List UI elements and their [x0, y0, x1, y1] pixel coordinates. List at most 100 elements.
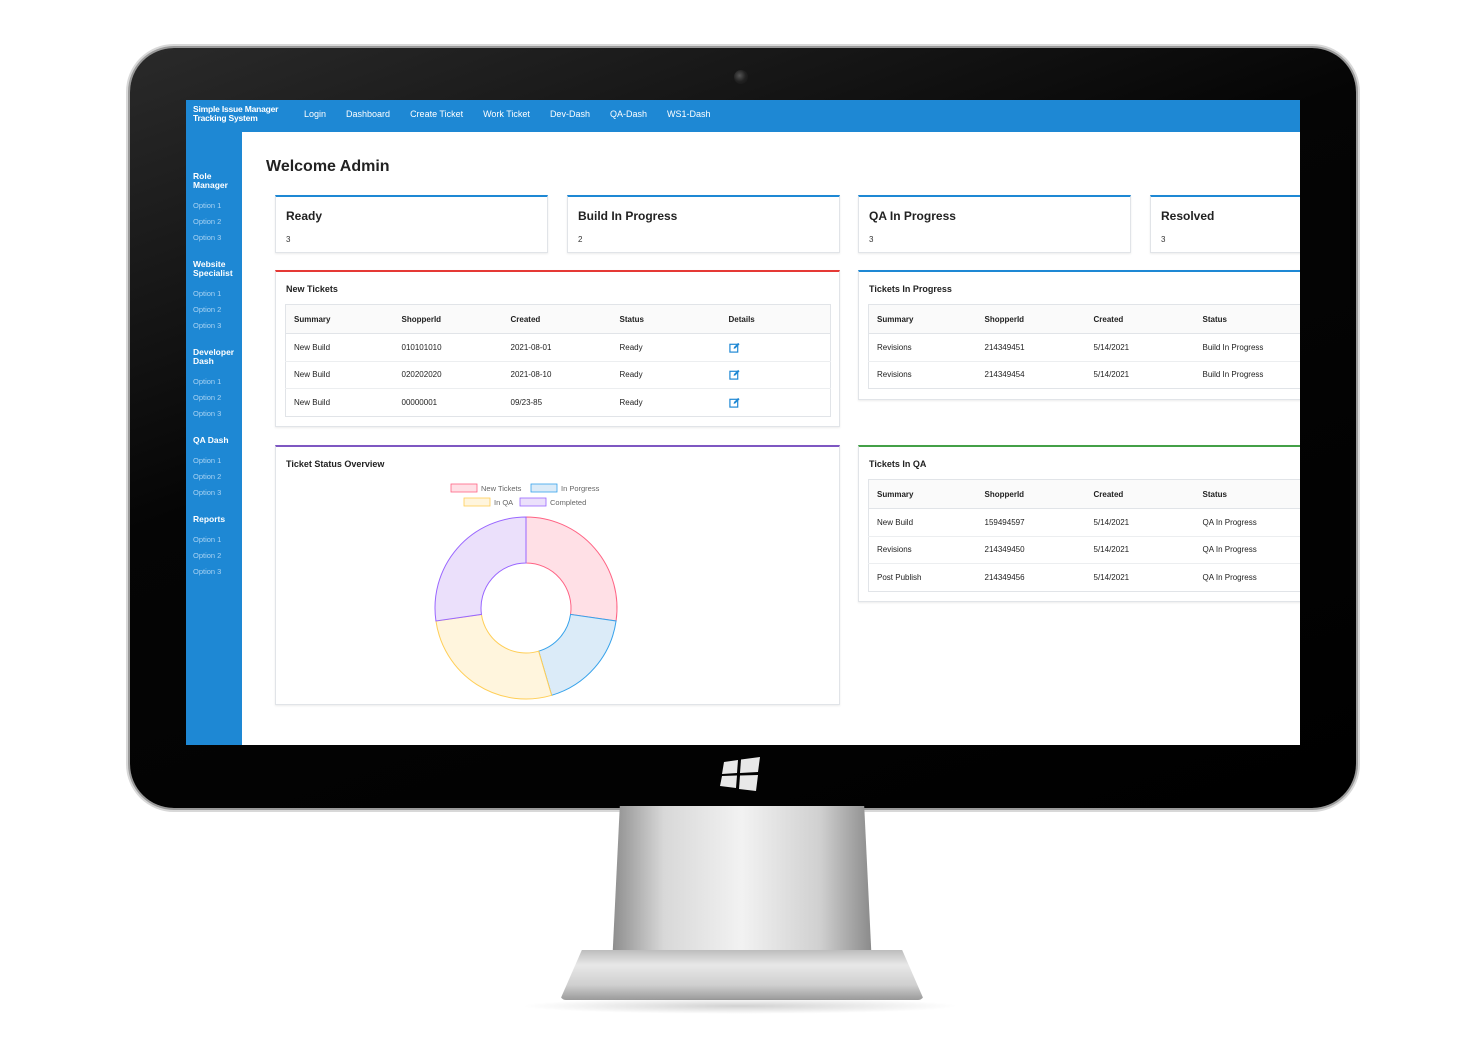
sidebar-option[interactable]: Option 3 — [193, 233, 222, 242]
stat-value: 3 — [1161, 235, 1166, 244]
table-row: New Build 159494597 5/14/2021 QA In Prog… — [868, 508, 1300, 537]
stat-value: 2 — [578, 235, 583, 244]
sidebar-option[interactable]: Option 3 — [193, 321, 222, 330]
cell: QA In Progress — [1194, 508, 1300, 537]
legend-swatch — [450, 483, 478, 493]
sidebar-group-title[interactable]: QA Dash — [193, 435, 229, 445]
legend-label: In Porgress — [561, 484, 600, 493]
column-header[interactable]: Summary — [285, 304, 394, 334]
column-header[interactable]: Created — [1085, 304, 1195, 334]
legend-item[interactable]: New Tickets — [450, 483, 522, 493]
column-header[interactable]: Summary — [868, 479, 977, 509]
column-header[interactable]: Status — [1194, 304, 1300, 334]
sidebar-group-title[interactable]: Reports — [193, 514, 226, 524]
new-tickets-table: Summary ShopperId Created Status Details… — [285, 304, 831, 417]
stat-title: Build In Progress — [578, 209, 678, 223]
sidebar-option[interactable]: Option 3 — [193, 409, 222, 418]
column-header[interactable]: Created — [502, 304, 612, 334]
sidebar-group-role-manager: Role Manager Option 1 Option 2 Option 3 — [186, 132, 242, 246]
details-cell — [720, 333, 831, 362]
legend-label: In QA — [494, 498, 513, 507]
column-header[interactable]: Summary — [868, 304, 977, 334]
sidebar-option[interactable]: Option 2 — [193, 305, 222, 314]
cell: 214349456 — [984, 572, 1025, 582]
column-header[interactable]: Status — [1194, 479, 1300, 509]
legend-item[interactable]: In QA — [463, 497, 513, 507]
cell: 214349451 — [976, 333, 1086, 362]
sidebar-option[interactable]: Option 2 — [193, 217, 222, 226]
cell: New Build — [285, 361, 394, 389]
cell: 214349450 — [976, 536, 1086, 564]
sidebar-group-website-specialist: Website Specialist Option 1 Option 2 Opt… — [186, 260, 242, 334]
sidebar-option[interactable]: Option 1 — [193, 377, 222, 386]
sidebar-option[interactable]: Option 3 — [193, 488, 222, 497]
details-cell — [721, 389, 831, 417]
table-row: Revisions 214349450 5/14/2021 QA In Prog… — [868, 536, 1300, 564]
nav-dashboard[interactable]: Dashboard — [346, 109, 391, 119]
status-donut-chart: New Tickets In Porgress In QA Completed — [434, 483, 618, 700]
edit-icon[interactable] — [728, 342, 740, 353]
stat-value: 3 — [286, 235, 291, 244]
column-header[interactable]: Created — [1085, 479, 1195, 509]
table-row: Post Publish 214349456 5/14/2021 QA In P… — [869, 564, 1301, 592]
cell: 09/23-85 — [510, 397, 543, 407]
column-header[interactable]: ShopperId — [393, 304, 503, 334]
column-header[interactable]: Status — [611, 304, 721, 334]
cell: Post Publish — [877, 572, 922, 582]
nav-work-ticket[interactable]: Work Ticket — [483, 109, 530, 119]
column-header[interactable]: ShopperId — [976, 479, 1086, 509]
sidebar-option[interactable]: Option 3 — [193, 567, 222, 576]
sidebar-option[interactable]: Option 1 — [193, 456, 222, 465]
nav-ws1-dash[interactable]: WS1-Dash — [666, 109, 711, 119]
sidebar-option[interactable]: Option 2 — [193, 393, 222, 402]
cell: New Build — [285, 333, 394, 362]
column-header[interactable]: Details — [720, 304, 831, 334]
nav-create-ticket[interactable]: Create Ticket — [410, 109, 464, 119]
nav-qa-dash[interactable]: QA-Dash — [609, 109, 647, 119]
nav-dev-dash[interactable]: Dev-Dash — [549, 109, 590, 119]
cell: New Build — [868, 508, 977, 537]
donut-slice-completed[interactable] — [434, 516, 527, 622]
stat-value: 3 — [869, 235, 874, 244]
table-header-row: Summary ShopperId Created Status — [868, 479, 1300, 509]
table-row: Revisions 214349451 5/14/2021 Build In P… — [868, 333, 1300, 362]
sidebar-group-title[interactable]: Role Manager — [193, 171, 228, 190]
legend-item[interactable]: In Porgress — [530, 483, 600, 493]
legend-label: New Tickets — [481, 484, 522, 493]
cell: 010101010 — [393, 333, 503, 362]
cell: Build In Progress — [1194, 333, 1300, 362]
sidebar-option[interactable]: Option 2 — [193, 472, 222, 481]
page-title: Welcome Admin — [266, 158, 390, 175]
donut-slice-in-porgress[interactable] — [538, 613, 617, 696]
sidebar-option[interactable]: Option 1 — [193, 535, 222, 544]
column-header[interactable]: ShopperId — [976, 304, 1086, 334]
panel-title: New Tickets — [286, 284, 338, 294]
edit-icon[interactable] — [728, 397, 740, 408]
panel-title: Tickets In Progress — [869, 284, 952, 294]
table-row: New Build 010101010 2021-08-01 Ready — [285, 333, 831, 362]
edit-icon[interactable] — [728, 369, 740, 380]
sidebar-option[interactable]: Option 1 — [193, 289, 222, 298]
donut-slice-new-tickets[interactable] — [525, 516, 618, 622]
nav-login[interactable]: Login — [304, 109, 327, 119]
cell: New Build — [294, 397, 331, 407]
legend-item[interactable]: Completed — [519, 497, 586, 507]
cell: 5/14/2021 — [1085, 333, 1195, 362]
sidebar-group-reports: Reports Option 1 Option 2 Option 3 — [186, 515, 242, 580]
cell: 5/14/2021 — [1085, 536, 1195, 564]
table-row: New Build 020202020 2021-08-10 Ready — [285, 361, 831, 389]
stand-shadow — [520, 998, 960, 1014]
sidebar-option[interactable]: Option 2 — [193, 551, 222, 560]
stat-card-resolved: Resolved 3 — [1150, 195, 1300, 253]
table-header-row: Summary ShopperId Created Status — [868, 304, 1300, 334]
cell: 00000001 — [401, 397, 438, 407]
panel-title: Tickets In QA — [869, 459, 927, 469]
legend-swatch — [463, 497, 491, 507]
table-row: Revisions 214349454 5/14/2021 Build In P… — [869, 361, 1301, 389]
brand-title[interactable]: Simple Issue Manager Tracking System — [193, 104, 279, 123]
sidebar-group-title[interactable]: Website Specialist — [193, 259, 233, 278]
sidebar-option[interactable]: Option 1 — [193, 201, 222, 210]
monitor-stand-neck — [612, 806, 872, 966]
donut-slice-in-qa[interactable] — [435, 613, 553, 700]
sidebar-group-title[interactable]: Developer Dash — [193, 347, 235, 366]
